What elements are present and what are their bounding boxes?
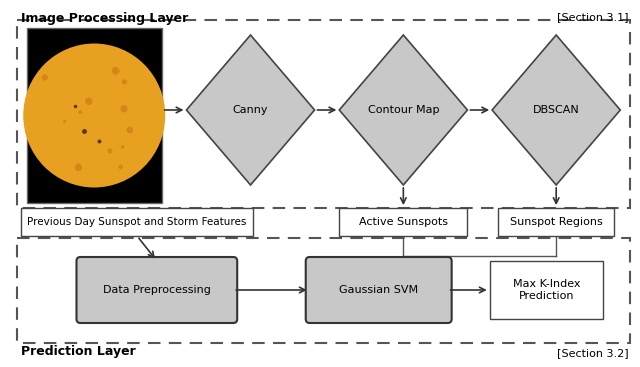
Circle shape	[23, 44, 165, 188]
Bar	[17, 238, 630, 343]
Text: Contour Map: Contour Map	[367, 105, 439, 115]
Bar	[17, 20, 630, 208]
Text: Data Preprocessing: Data Preprocessing	[103, 285, 211, 295]
Text: Max K-Index
Prediction: Max K-Index Prediction	[513, 279, 580, 301]
Text: [Section 3.1]: [Section 3.1]	[557, 12, 628, 22]
Text: Canny: Canny	[233, 105, 268, 115]
Text: DBSCAN: DBSCAN	[533, 105, 580, 115]
Text: Previous Day Sunspot and Storm Features: Previous Day Sunspot and Storm Features	[28, 217, 247, 227]
Text: Active Sunspots: Active Sunspots	[359, 217, 448, 227]
FancyBboxPatch shape	[77, 257, 237, 323]
Circle shape	[127, 127, 133, 133]
Text: [Section 3.2]: [Section 3.2]	[557, 348, 628, 358]
FancyBboxPatch shape	[306, 257, 452, 323]
Circle shape	[78, 110, 82, 114]
Polygon shape	[339, 35, 467, 185]
Circle shape	[108, 148, 113, 154]
Circle shape	[75, 164, 82, 171]
Circle shape	[121, 145, 124, 149]
Circle shape	[120, 105, 127, 112]
Text: Image Processing Layer: Image Processing Layer	[20, 12, 188, 25]
Circle shape	[42, 74, 48, 81]
Circle shape	[63, 120, 67, 123]
Bar	[21, 208, 253, 236]
Polygon shape	[492, 35, 620, 185]
Bar	[498, 208, 614, 236]
Circle shape	[85, 98, 93, 105]
Bar	[490, 261, 603, 319]
Text: Sunspot Regions: Sunspot Regions	[510, 217, 603, 227]
Bar	[339, 208, 467, 236]
Text: Gaussian SVM: Gaussian SVM	[339, 285, 419, 295]
Bar	[27, 28, 162, 203]
Polygon shape	[186, 35, 315, 185]
Text: Prediction Layer: Prediction Layer	[20, 345, 136, 358]
Circle shape	[112, 67, 120, 75]
Circle shape	[118, 165, 123, 169]
Circle shape	[122, 79, 127, 84]
